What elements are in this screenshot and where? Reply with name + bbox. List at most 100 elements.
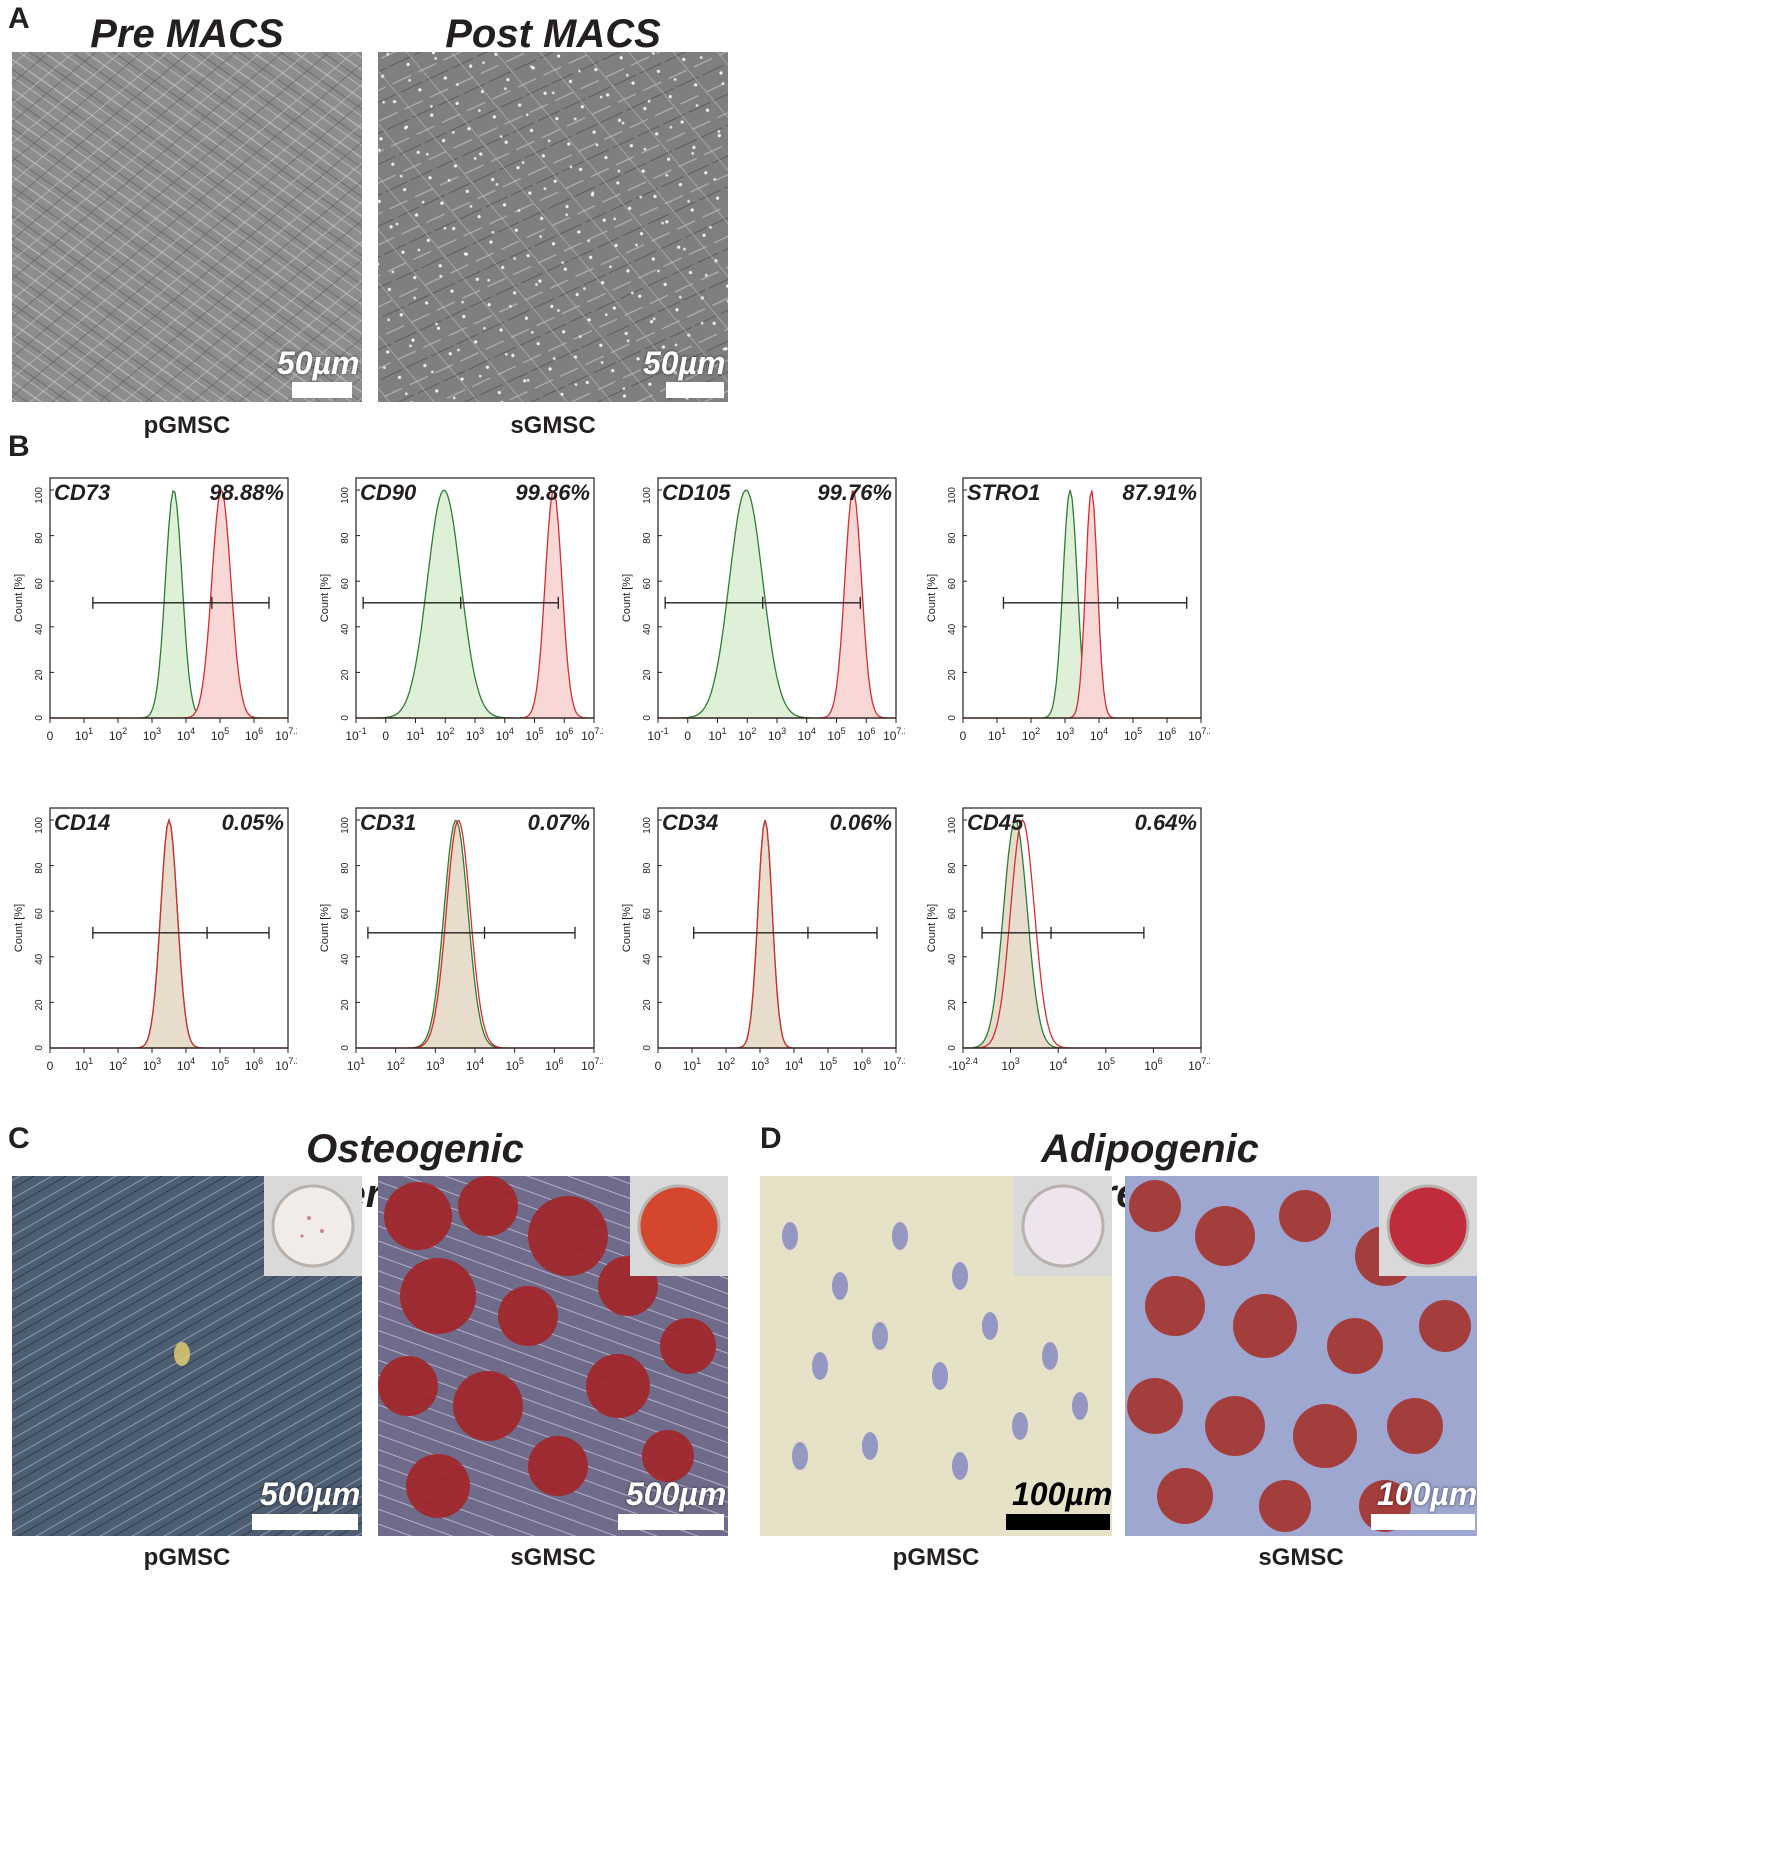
marker-label: CD73	[54, 480, 110, 505]
x-tick-label: 104	[1049, 1056, 1067, 1073]
y-tick-label: 80	[340, 532, 351, 544]
x-tick-label: 101	[347, 1056, 365, 1073]
y-axis-title: Count [%]	[319, 904, 331, 952]
x-tick-label: 0	[47, 1059, 54, 1073]
y-axis-title: Count [%]	[926, 574, 938, 622]
y-tick-label: 20	[947, 999, 958, 1011]
x-tick-label: 104	[496, 726, 514, 743]
percent-positive: 99.76%	[817, 480, 892, 505]
histogram-cd45: CD45 0.64% 0 20 40 60 80 100 Count [%] -102.4 103 1…	[926, 807, 1210, 1073]
x-tick-label: 0	[960, 729, 967, 743]
marker-label: STRO1	[967, 480, 1040, 505]
y-tick-label: 0	[947, 715, 958, 721]
panel-label-c: C	[8, 1122, 30, 1155]
panel-c-right-caption: sGMSC	[510, 1544, 596, 1571]
y-tick-label: 40	[340, 623, 351, 635]
scale-label: 100µm	[1012, 1476, 1112, 1512]
x-tick-label: 102	[109, 1056, 127, 1073]
y-tick-label: 80	[34, 532, 45, 544]
stained-histogram	[963, 490, 1201, 719]
y-axis-title: Count [%]	[13, 904, 25, 952]
y-tick-label: 100	[947, 487, 958, 504]
x-tick-label: 106	[545, 1056, 563, 1073]
x-tick-label: 106	[245, 726, 263, 743]
plot-frame	[962, 807, 1202, 1049]
x-tick-label: 107.2	[581, 726, 603, 743]
y-tick-label: 60	[947, 578, 958, 590]
x-tick-label: 102	[386, 1056, 404, 1073]
panel-d-left-caption: pGMSC	[892, 1544, 980, 1571]
y-tick-label: 100	[34, 817, 45, 834]
x-tick-label: 105	[505, 1056, 523, 1073]
y-tick-label: 100	[642, 487, 653, 504]
histogram-cd31: CD31 0.07% 0 20 40 60 80 100 Count [%] 101 102 103 1…	[319, 807, 603, 1073]
y-tick-label: 0	[947, 1045, 958, 1051]
panel-d-right-caption: sGMSC	[1258, 1544, 1344, 1571]
percent-positive: 0.64%	[1135, 810, 1197, 835]
x-tick-label: 0	[684, 729, 691, 743]
percent-positive: 87.91%	[1122, 480, 1197, 505]
well-photo	[271, 1184, 355, 1268]
y-tick-label: 100	[340, 487, 351, 504]
x-tick-label: 104	[785, 1056, 803, 1073]
panel-label-d: D	[760, 1122, 782, 1155]
scale-bar	[252, 1514, 358, 1530]
y-tick-label: 60	[34, 578, 45, 590]
well-photo	[1021, 1184, 1105, 1268]
x-tick-label: 10-1	[647, 726, 668, 743]
x-tick-label: 106	[1158, 726, 1176, 743]
x-tick-label: 103	[751, 1056, 769, 1073]
x-tick-label: 107.2	[275, 726, 297, 743]
x-tick-label: 102	[109, 726, 127, 743]
y-tick-label: 40	[642, 623, 653, 635]
plot-frame	[49, 477, 289, 719]
y-tick-label: 0	[642, 715, 653, 721]
panel-label-a: A	[8, 2, 30, 35]
x-tick-label: 106	[1144, 1056, 1162, 1073]
x-tick-label: 107.2	[883, 1056, 905, 1073]
y-tick-label: 100	[642, 817, 653, 834]
osteogenic-sgmsc-well-inset	[630, 1176, 728, 1276]
x-tick-label: 106	[245, 1056, 263, 1073]
well-photo	[1386, 1184, 1470, 1268]
x-tick-label: 101	[75, 1056, 93, 1073]
x-tick-label: 103	[1001, 1056, 1019, 1073]
y-tick-label: 0	[34, 715, 45, 721]
y-tick-label: 60	[947, 908, 958, 920]
histogram-stro1: STRO1 87.91% 0 20 40 60 80 100 Count [%] 0 101 102 1…	[926, 477, 1210, 743]
y-tick-label: 40	[947, 953, 958, 965]
y-axis-title: Count [%]	[621, 904, 633, 952]
y-tick-label: 40	[34, 623, 45, 635]
y-tick-label: 40	[947, 623, 958, 635]
x-tick-label: 107.2	[581, 1056, 603, 1073]
x-tick-label: 107.2	[1188, 1056, 1210, 1073]
x-tick-label: 107.2	[883, 726, 905, 743]
percent-positive: 0.05%	[222, 810, 284, 835]
x-tick-label: 106	[555, 726, 573, 743]
marker-label: CD105	[662, 480, 731, 505]
y-tick-label: 20	[340, 999, 351, 1011]
y-tick-label: 80	[34, 862, 45, 874]
y-tick-label: 40	[642, 953, 653, 965]
x-tick-label: 102	[436, 726, 454, 743]
percent-positive: 0.07%	[528, 810, 590, 835]
x-tick-label: 103	[768, 726, 786, 743]
adipogenic-sgmsc-micrograph: 100µm	[1125, 1176, 1477, 1536]
control-histogram	[50, 489, 288, 719]
y-tick-label: 60	[642, 578, 653, 590]
x-tick-label: -102.4	[948, 1056, 978, 1073]
x-tick-label: 101	[988, 726, 1006, 743]
y-tick-label: 80	[947, 532, 958, 544]
x-tick-label: 104	[1090, 726, 1108, 743]
y-tick-label: 100	[34, 487, 45, 504]
scale-bar	[618, 1514, 724, 1530]
x-tick-label: 101	[406, 726, 424, 743]
y-tick-label: 0	[340, 715, 351, 721]
osteogenic-sgmsc-micrograph: 500µm	[378, 1176, 728, 1536]
histogram-cd90: CD90 99.86% 0 20 40 60 80 100 Count [%] 10-1 0 101 1…	[319, 477, 603, 743]
x-tick-label: 101	[75, 726, 93, 743]
plot-frame	[657, 807, 897, 1049]
marker-label: CD14	[54, 810, 110, 835]
x-tick-label: 104	[177, 1056, 195, 1073]
y-tick-label: 20	[34, 669, 45, 681]
